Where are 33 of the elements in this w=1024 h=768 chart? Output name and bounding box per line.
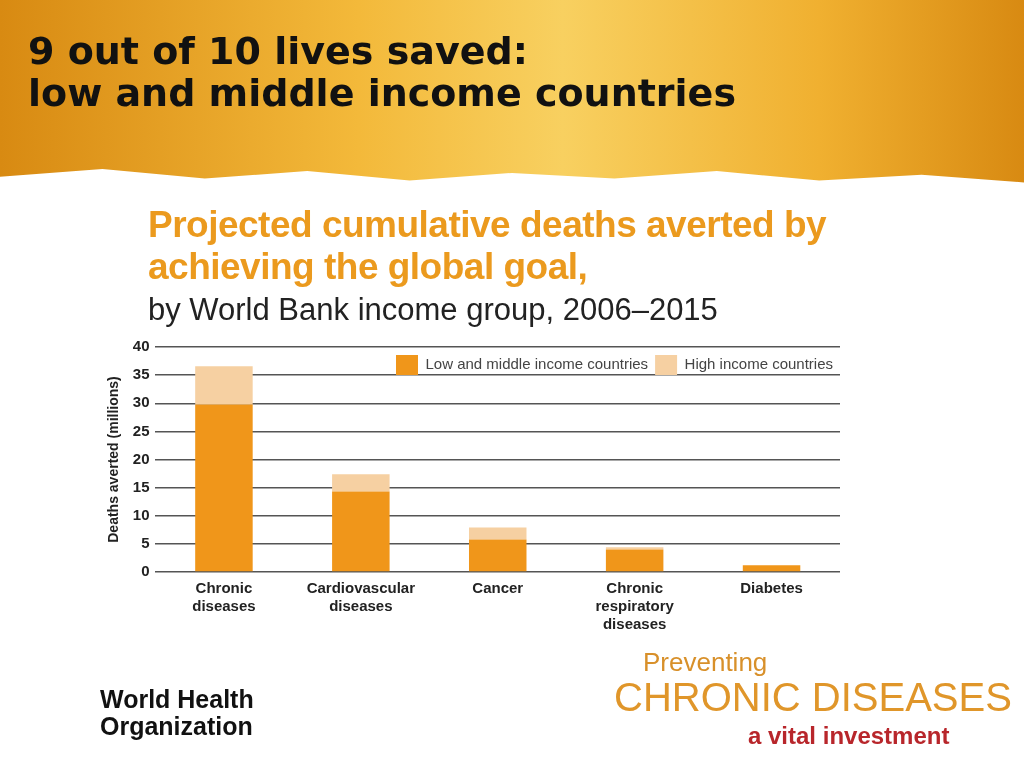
legend-label: Low and middle income countries <box>425 355 649 373</box>
text: a vital investment <box>748 722 950 750</box>
y-tick-label: 40 <box>132 337 150 355</box>
y-tick-label: 25 <box>132 421 150 439</box>
y-tick-label: 15 <box>132 477 150 495</box>
bar <box>742 565 801 572</box>
bar <box>195 366 253 405</box>
text: CHRONIC DISEASES <box>614 675 1012 720</box>
x-tick-label: Chronic diseases <box>192 579 256 615</box>
y-tick-label: 30 <box>132 393 150 411</box>
bar <box>332 491 390 572</box>
bar <box>605 547 664 550</box>
bar <box>195 404 253 572</box>
y-tick-label: 5 <box>141 534 150 552</box>
bar <box>468 527 527 540</box>
text: 9 out of 10 lives saved: low and middle income countries <box>28 29 737 115</box>
y-tick-label: 0 <box>141 562 150 580</box>
x-tick-label: Cardiovascular diseases <box>306 579 416 615</box>
x-tick-label: Diabetes <box>740 579 803 597</box>
y-tick-label: 20 <box>132 449 150 467</box>
y-axis-title: Deaths averted (millions) <box>105 376 122 543</box>
text: World Health Organization <box>100 685 254 740</box>
x-tick-label: Chronic respiratory diseases <box>595 579 675 633</box>
y-tick-label: 35 <box>132 365 150 383</box>
chart-subtitle: by World Bank income group, 2006–2015 <box>148 291 718 329</box>
bar <box>468 539 527 572</box>
bar <box>332 474 390 492</box>
chart-title: Projected cumulative deaths averted by achieving the global goal, <box>148 204 828 288</box>
text: Preventing <box>643 647 768 678</box>
x-tick-label: Cancer <box>472 579 524 597</box>
legend-label: High income countries <box>684 355 833 373</box>
y-tick-label: 10 <box>132 505 150 523</box>
bar <box>605 549 664 572</box>
